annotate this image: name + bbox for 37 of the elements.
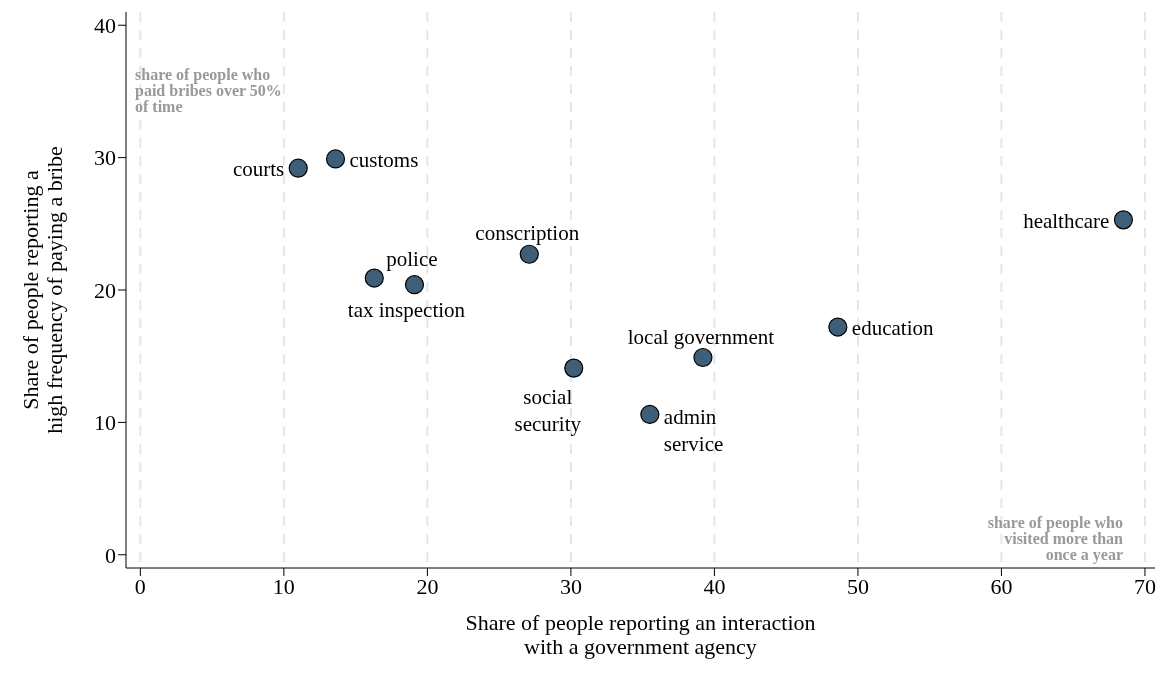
- x-tick-label: 10: [272, 573, 295, 599]
- annotation: local government: [627, 324, 775, 349]
- x-axis-title: Share of people reporting an interaction with a government agency: [465, 610, 816, 659]
- y-tick-label: 30: [94, 145, 116, 171]
- point: [519, 244, 539, 264]
- annotation: conscription: [475, 221, 580, 246]
- y-tick-label: 0: [105, 542, 116, 568]
- annotation: customs: [349, 147, 419, 172]
- y-tick-label: 10: [94, 410, 116, 436]
- point: [288, 158, 308, 178]
- point: [640, 404, 660, 425]
- annotation: police: [386, 247, 438, 272]
- point: [1113, 210, 1134, 230]
- point: [404, 275, 425, 295]
- x-tick-label: 0: [134, 573, 146, 599]
- x-tick-label: 70: [1133, 573, 1156, 599]
- annotation: courts: [232, 157, 285, 182]
- annotation: share of people who visited more than once a year: [987, 514, 1124, 564]
- annotation: share of people who paid bribes over 50% of time: [135, 66, 282, 115]
- x-tick-label: 50: [846, 573, 869, 599]
- point: [325, 149, 346, 169]
- x-tick-label: 30: [559, 573, 582, 599]
- annotation: education: [851, 316, 934, 341]
- point: [564, 358, 584, 378]
- x-tick-label: 40: [703, 573, 726, 599]
- annotation: social security: [514, 385, 582, 437]
- point: [693, 347, 713, 368]
- annotation: healthcare: [1023, 208, 1110, 233]
- point: [364, 268, 384, 288]
- y-tick-label: 20: [94, 277, 116, 303]
- annotation: admin service: [663, 405, 724, 457]
- y-tick-label: 40: [94, 13, 116, 39]
- x-tick-label: 60: [990, 573, 1013, 599]
- y-axis-title: Share of people reporting a high frequency of paying a bribe: [18, 146, 67, 434]
- annotation: tax inspection: [347, 297, 466, 322]
- x-tick-label: 20: [416, 573, 439, 599]
- point: [828, 317, 848, 337]
